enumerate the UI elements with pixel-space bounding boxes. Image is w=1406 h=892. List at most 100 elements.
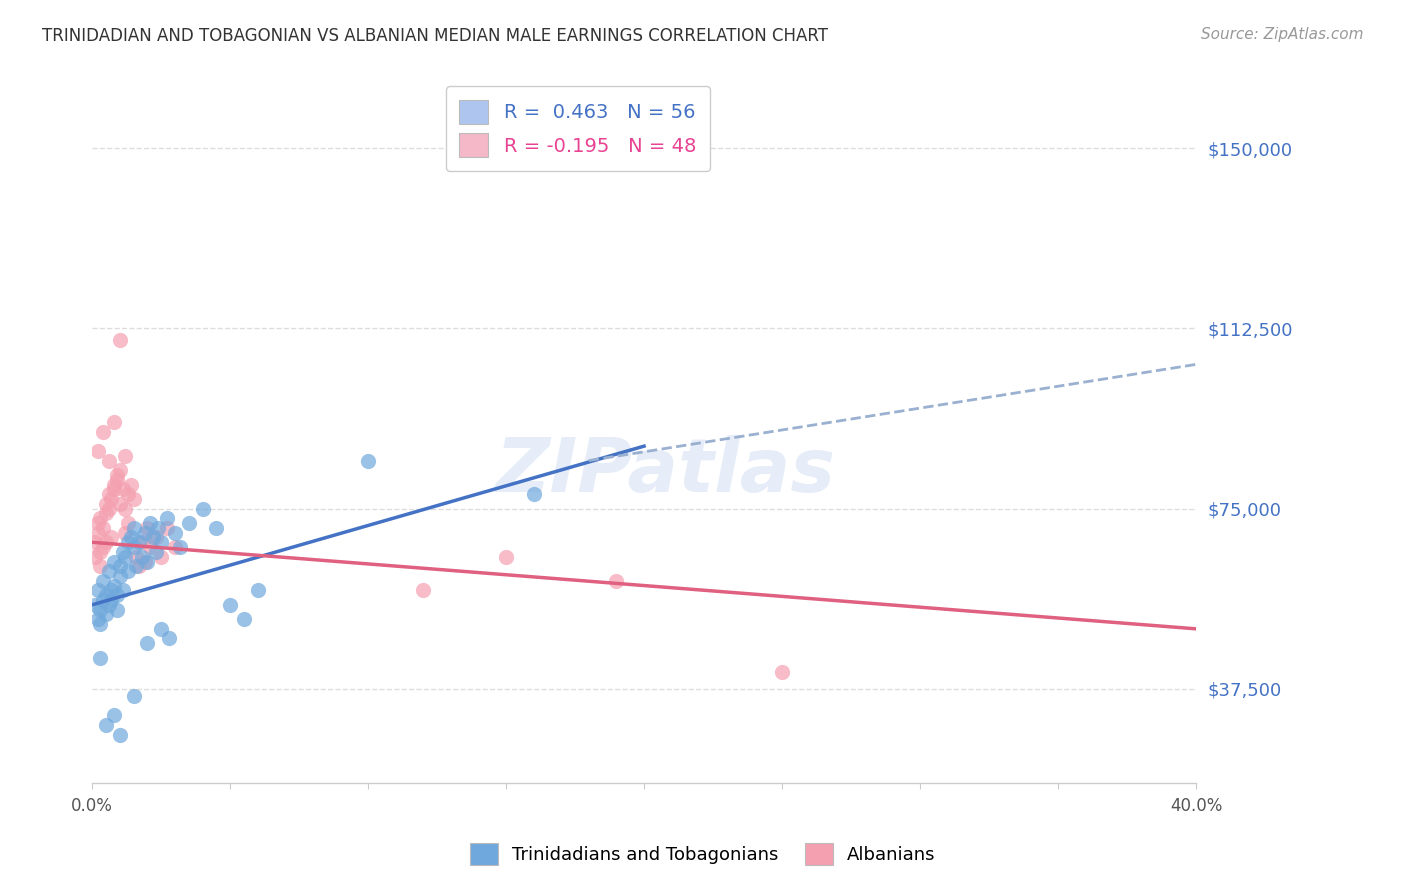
Point: [105, 467, 128, 482]
Point: [128, 559, 150, 574]
Point: [159, 632, 181, 646]
Point: [86, 583, 108, 598]
Point: [103, 555, 125, 569]
Point: [136, 521, 159, 535]
Point: [122, 689, 145, 703]
Point: [156, 521, 179, 535]
Point: [103, 708, 125, 723]
Point: [97, 453, 120, 467]
Point: [108, 463, 131, 477]
Point: [191, 501, 214, 516]
Point: [97, 487, 120, 501]
Point: [117, 487, 139, 501]
Text: Source: ZipAtlas.com: Source: ZipAtlas.com: [1201, 27, 1364, 42]
Point: [120, 531, 142, 545]
Point: [94, 497, 117, 511]
Point: [103, 415, 125, 429]
Point: [114, 501, 136, 516]
Point: [163, 525, 186, 540]
Point: [103, 483, 125, 497]
Point: [84, 535, 107, 549]
Point: [97, 598, 120, 612]
Point: [177, 516, 200, 530]
Point: [105, 588, 128, 602]
Point: [117, 516, 139, 530]
Point: [145, 531, 167, 545]
Point: [139, 540, 162, 554]
Point: [100, 583, 122, 598]
Point: [134, 525, 156, 540]
Point: [139, 516, 162, 530]
Point: [205, 521, 228, 535]
Point: [150, 535, 173, 549]
Legend: Trinidadians and Tobagonians, Albanians: Trinidadians and Tobagonians, Albanians: [461, 834, 945, 874]
Point: [136, 555, 159, 569]
Point: [114, 449, 136, 463]
Point: [89, 650, 111, 665]
Point: [105, 602, 128, 616]
Point: [142, 531, 165, 545]
Point: [97, 564, 120, 578]
Point: [97, 501, 120, 516]
Point: [770, 665, 793, 679]
Point: [117, 564, 139, 578]
Point: [131, 535, 153, 549]
Point: [94, 718, 117, 732]
Point: [91, 521, 114, 535]
Point: [103, 477, 125, 491]
Point: [91, 574, 114, 588]
Point: [145, 545, 167, 559]
Point: [108, 559, 131, 574]
Point: [131, 549, 153, 564]
Point: [114, 549, 136, 564]
Point: [246, 583, 269, 598]
Point: [156, 511, 179, 525]
Point: [111, 583, 134, 598]
Point: [86, 525, 108, 540]
Point: [100, 593, 122, 607]
Point: [357, 453, 380, 467]
Point: [84, 549, 107, 564]
Point: [86, 516, 108, 530]
Point: [122, 521, 145, 535]
Legend: R =  0.463   N = 56, R = -0.195   N = 48: R = 0.463 N = 56, R = -0.195 N = 48: [446, 87, 710, 170]
Point: [495, 549, 517, 564]
Point: [122, 491, 145, 506]
Point: [103, 578, 125, 592]
Text: ZIPatlas: ZIPatlas: [496, 434, 837, 508]
Point: [94, 507, 117, 521]
Point: [86, 612, 108, 626]
Point: [84, 598, 107, 612]
Point: [150, 622, 173, 636]
Point: [108, 334, 131, 348]
Point: [125, 559, 148, 574]
Point: [134, 555, 156, 569]
Point: [94, 607, 117, 622]
Text: TRINIDADIAN AND TOBAGONIAN VS ALBANIAN MEDIAN MALE EARNINGS CORRELATION CHART: TRINIDADIAN AND TOBAGONIAN VS ALBANIAN M…: [42, 27, 828, 45]
Point: [105, 473, 128, 487]
Point: [108, 569, 131, 583]
Point: [523, 487, 546, 501]
Point: [89, 602, 111, 616]
Point: [163, 540, 186, 554]
Point: [89, 545, 111, 559]
Point: [169, 540, 191, 554]
Point: [148, 521, 170, 535]
Point: [91, 593, 114, 607]
Point: [89, 617, 111, 632]
Point: [120, 477, 142, 491]
Point: [412, 583, 434, 598]
Point: [94, 535, 117, 549]
Point: [219, 598, 242, 612]
Point: [117, 535, 139, 549]
Point: [128, 535, 150, 549]
Point: [89, 511, 111, 525]
Point: [94, 588, 117, 602]
Point: [111, 545, 134, 559]
Point: [233, 612, 256, 626]
Point: [605, 574, 627, 588]
Point: [100, 531, 122, 545]
Point: [89, 559, 111, 574]
Point: [91, 425, 114, 439]
Point: [114, 525, 136, 540]
